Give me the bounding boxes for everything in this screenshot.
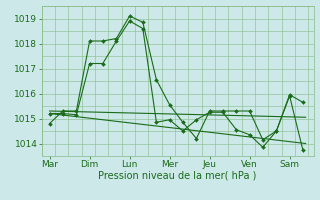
X-axis label: Pression niveau de la mer( hPa ): Pression niveau de la mer( hPa ) bbox=[99, 171, 257, 181]
